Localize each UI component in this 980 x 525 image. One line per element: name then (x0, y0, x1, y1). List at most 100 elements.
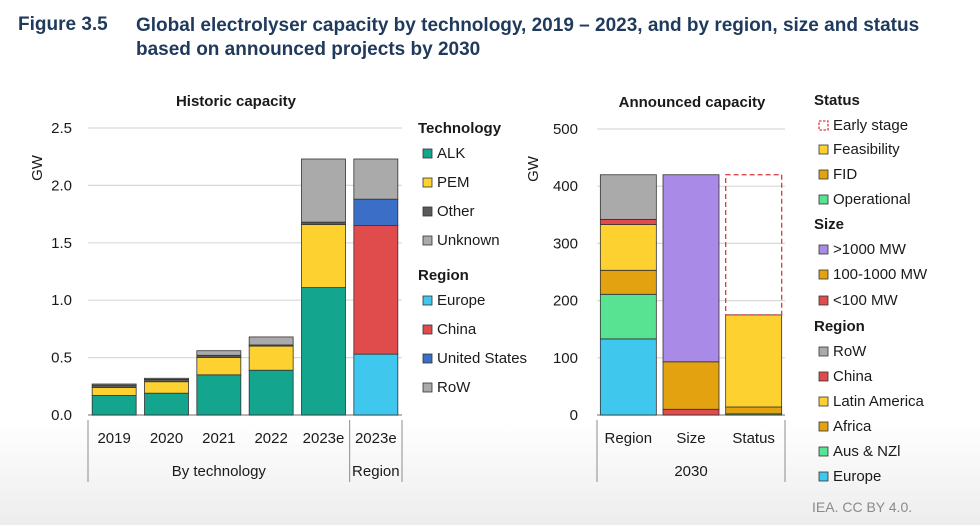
legend-swatch-china (422, 324, 433, 335)
legend-item-label: Europe (833, 468, 881, 485)
legend-section-title: Status (814, 92, 860, 109)
y-tick-label: 0 (570, 407, 578, 424)
bar-segment-early_stage (725, 174, 783, 316)
bar-segment-unknown (144, 377, 189, 380)
legend-item-label: Aus & NZl (833, 443, 901, 460)
bar-segment-alk (248, 369, 294, 416)
bar-segment-latin_america (599, 224, 657, 271)
bar-segment-pem (248, 345, 294, 371)
bar-segment-unknown (301, 158, 346, 223)
legend-item-label: >1000 MW (833, 241, 907, 258)
legend-item-label: 100-1000 MW (833, 266, 928, 283)
y-tick-label: 200 (553, 293, 578, 310)
legend-item-label: RoW (437, 379, 471, 396)
bar-segment-alk (301, 287, 346, 416)
legend-swatch-pem (422, 177, 433, 188)
legend-item-label: Early stage (833, 117, 908, 134)
credit-text: IEA. CC BY 4.0. (812, 499, 913, 515)
legend-section-title: Technology (418, 120, 502, 137)
bar-segment-unknown (248, 336, 294, 346)
bar-segment-fid (725, 406, 783, 415)
legend-swatch-united_states (422, 353, 433, 364)
legend-swatch-feasibility (818, 144, 829, 155)
legend-swatch-lt100 (818, 295, 829, 306)
y-tick-label: 0.5 (51, 350, 72, 367)
legend-swatch-mid_size (818, 269, 829, 280)
legend-item-label: United States (437, 350, 527, 367)
legend-swatch-aus_nzl (818, 446, 829, 457)
bar-segment-europe (599, 338, 657, 416)
legend-section-title: Region (814, 318, 865, 335)
legend-swatch-europe (422, 295, 433, 306)
y-axis-label: GW (29, 154, 46, 181)
y-tick-label: 2.0 (51, 177, 72, 194)
bar-segment-lt100 (662, 408, 720, 416)
legend-item-label: Africa (833, 418, 872, 435)
y-tick-label: 500 (553, 121, 578, 138)
group-label: By technology (172, 463, 267, 480)
figure-title: Global electrolyser capacity by technolo… (136, 15, 920, 60)
legend-item-label: RoW (833, 343, 867, 360)
legend-section-title: Size (814, 216, 844, 233)
bar-segment-unknown (91, 383, 137, 386)
group-label: Region (352, 463, 400, 480)
legend-swatch-operational (818, 194, 829, 205)
legend-swatch-alk (422, 148, 433, 159)
bar-segment-pem (196, 357, 242, 376)
legend-swatch-gt1000 (818, 244, 829, 255)
bar-segment-unknown (196, 350, 242, 356)
bar-segment-alk (91, 395, 137, 416)
legend-swatch-africa (818, 421, 829, 432)
legend-swatch-unknown (422, 235, 433, 246)
legend-item-label: China (833, 368, 873, 385)
x-tick-label: Status (732, 430, 775, 447)
bar-segment-alk (144, 392, 189, 416)
legend-swatch-china (818, 371, 829, 382)
chart-title: Announced capacity (619, 94, 766, 111)
bar-segment-pem (91, 387, 137, 396)
y-tick-label: 0.0 (51, 407, 72, 424)
x-tick-label: 2023e (303, 430, 345, 447)
y-axis-label: GW (525, 155, 542, 182)
legend-section-title: Region (418, 267, 469, 284)
legend-item-label: Feasibility (833, 141, 900, 158)
legend-swatch-row (818, 346, 829, 357)
y-tick-label: 100 (553, 350, 578, 367)
bar-segment-china (599, 218, 657, 225)
legend-swatch-row (422, 382, 433, 393)
x-tick-label: 2020 (150, 430, 183, 447)
legend-swatch-fid (818, 169, 829, 180)
legend-item-label: Unknown (437, 232, 500, 249)
x-tick-label: 2021 (202, 430, 235, 447)
figure-number: Figure 3.5 (18, 14, 108, 35)
legend-item-label: Europe (437, 292, 485, 309)
group-label: 2030 (674, 463, 707, 480)
bar-segment-united_states (353, 198, 399, 226)
legend-item-label: Latin America (833, 393, 925, 410)
y-tick-label: 2.5 (51, 120, 72, 137)
chart-title: Historic capacity (176, 93, 297, 110)
y-tick-label: 1.5 (51, 235, 72, 252)
bar-segment-row (599, 174, 657, 220)
legend-item-label: <100 MW (833, 292, 898, 309)
bar-segment-pem (144, 381, 189, 394)
x-tick-label: Size (676, 430, 705, 447)
x-tick-label: 2022 (254, 430, 287, 447)
y-tick-label: 1.0 (51, 292, 72, 309)
bar-segment-china (353, 225, 399, 355)
y-tick-label: 400 (553, 178, 578, 195)
bar-segment-feasibility (725, 314, 783, 408)
bar-segment-pem (301, 224, 346, 288)
legend-item-label: China (437, 321, 477, 338)
bar-segment-africa (599, 269, 657, 295)
x-tick-label: Region (605, 430, 653, 447)
bar-segment-alk (196, 374, 242, 416)
legend-item-label: Operational (833, 191, 911, 208)
y-tick-label: 300 (553, 235, 578, 252)
legend-item-label: FID (833, 166, 857, 183)
bar-segment-europe (353, 353, 399, 416)
bar-segment-aus_nzl (599, 293, 657, 340)
legend-item-label: PEM (437, 174, 470, 191)
legend-swatch-other (422, 206, 433, 217)
